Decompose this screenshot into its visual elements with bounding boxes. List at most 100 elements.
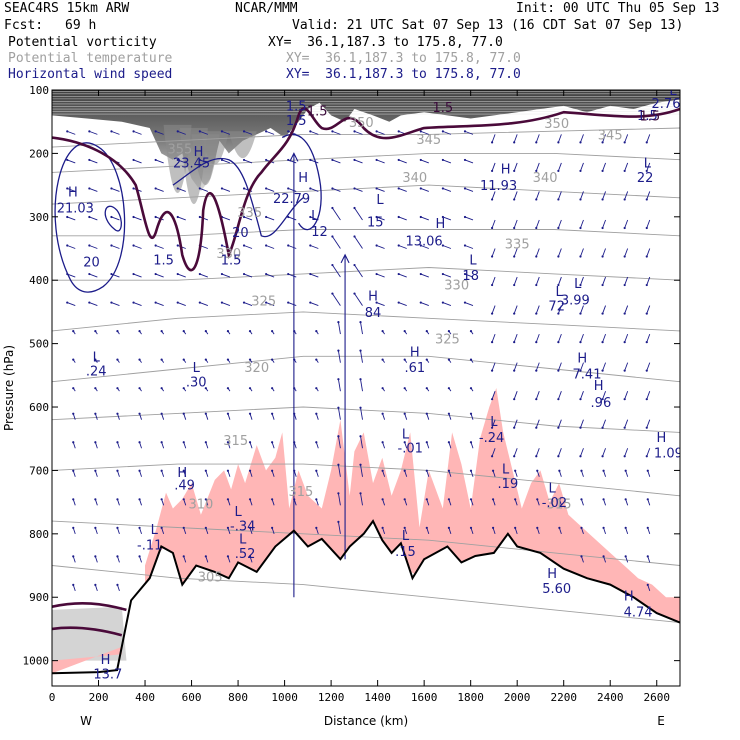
x-tick-label: 2600 [643, 691, 670, 704]
x-tick-label: 1600 [411, 691, 438, 704]
wind-vector-head [469, 526, 473, 529]
wind-vector [557, 419, 562, 428]
wind-vector [557, 162, 562, 172]
wind-vector-head [490, 283, 494, 287]
wind-vector-head [469, 387, 473, 390]
wind-vector-head [419, 301, 422, 304]
wind-label: .52 [235, 547, 256, 562]
wind-vector-head [557, 426, 560, 429]
wind-vector-head [490, 255, 494, 258]
legend-xy-theta: XY= 36.1,187.3 to 175.8, 77.0 [286, 51, 521, 66]
wind-vector [221, 273, 231, 278]
wind-vector [513, 162, 518, 172]
wind-vector-head [535, 341, 538, 344]
wind-vector-head [88, 244, 91, 247]
wind-vector-head [490, 426, 494, 429]
wind-vector-head [513, 141, 516, 144]
wind-vector-head [287, 244, 290, 247]
wind-label: H [577, 352, 587, 367]
wind-vector-head [579, 226, 582, 230]
wind-label: L [555, 285, 563, 300]
wind-vector-head [447, 498, 450, 501]
wind-vector [442, 216, 452, 221]
wind-vector-head [110, 187, 113, 190]
wind-vector-head [513, 455, 516, 458]
wind-vector [376, 130, 385, 135]
wind-vector-head [490, 369, 494, 372]
wind-vector-head [557, 283, 560, 287]
wind-vector-head [425, 330, 428, 333]
wind-vector [310, 159, 319, 164]
wind-label: 3.99 [561, 293, 590, 308]
wind-vector-head [624, 469, 627, 472]
wind-vector [221, 302, 231, 306]
theta-label: 325 [435, 333, 460, 348]
wind-vector [602, 419, 606, 428]
wind-vector [491, 391, 496, 400]
wind-vector [265, 245, 275, 249]
wind-vector-head [315, 330, 318, 333]
wind-vector-head [271, 526, 274, 529]
wind-vector-head [315, 441, 318, 444]
wind-vector-head [375, 301, 378, 304]
terrain-layer [52, 519, 680, 675]
wind-vector-head [248, 469, 252, 472]
wind-vector-head [110, 215, 113, 219]
theta-contour [52, 184, 680, 205]
pv-contour-1p5 [52, 626, 123, 637]
wind-vector-head [645, 369, 648, 372]
wind-vector-head [182, 441, 185, 444]
wind-vector [513, 219, 518, 229]
wind-vector [557, 391, 562, 400]
header-init: Init: 00 UTC Thu 05 Sep 13 [516, 1, 720, 16]
wind-vector-head [94, 412, 97, 415]
wind-label: 7.41 [573, 368, 602, 383]
wind-vector-head [182, 358, 185, 361]
wind-vector [337, 407, 341, 420]
wind-vector [420, 130, 429, 135]
wind-vector [442, 188, 452, 192]
wind-label: L [548, 482, 556, 497]
wind-vector-head [646, 469, 649, 472]
wind-vector-head [94, 330, 97, 333]
wind-vector [557, 248, 562, 257]
wind-vector [221, 216, 231, 221]
wind-vector-head [558, 526, 561, 529]
wind-label: 12 [311, 225, 328, 240]
wind-vector [155, 245, 164, 249]
wind-vector-head [601, 398, 604, 401]
wind-vector-head [463, 215, 467, 219]
wind-vector-head [182, 412, 185, 415]
wind-vector-head [375, 130, 378, 133]
wind-vector [332, 159, 341, 164]
pv-stratosphere-shading [52, 90, 680, 192]
wind-vector-head [331, 206, 334, 210]
wind-vector-head [220, 301, 224, 304]
wind-vector-head [72, 358, 75, 361]
wind-vector [491, 419, 496, 428]
x-tick-label: 0 [49, 691, 56, 704]
wind-vector-head [287, 301, 290, 304]
wind-vector [89, 216, 98, 221]
theta-label: 335 [237, 206, 262, 221]
wind-vector-head [204, 469, 207, 472]
wind-vector-head [579, 398, 582, 401]
wind-vector-head [425, 387, 428, 390]
pv-label: 1.5 [307, 104, 328, 119]
wind-label: 72 [548, 300, 565, 315]
wind-vector-head [623, 455, 626, 458]
wind-vector-head [601, 455, 604, 458]
wind-vector-head [602, 555, 605, 558]
wind-vector [535, 333, 540, 343]
wind-vector [442, 273, 452, 278]
wind-label: H [298, 171, 308, 186]
wind-vector [646, 191, 651, 200]
wind-vector-head [645, 426, 648, 429]
wind-vector-head [535, 141, 538, 144]
wind-label: L [669, 84, 677, 99]
wind-vector-head [536, 469, 539, 472]
pv-shading-layer [52, 90, 680, 661]
wind-vector-head [248, 358, 252, 361]
wind-vector [133, 216, 142, 221]
wind-vector-head [624, 555, 627, 558]
